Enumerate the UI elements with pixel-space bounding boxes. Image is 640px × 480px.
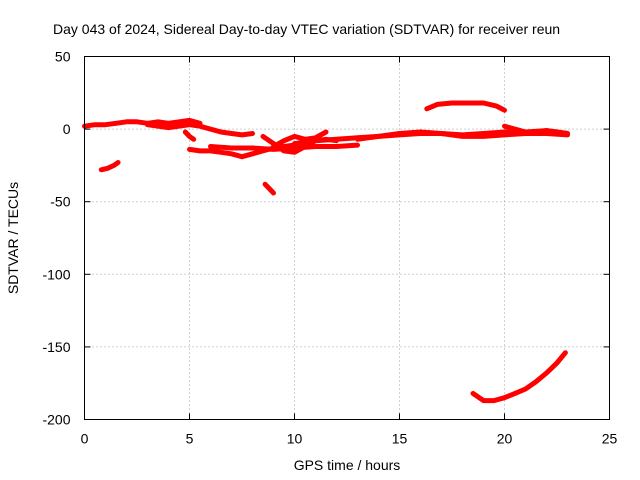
series-track-14 <box>470 350 568 404</box>
y-tick-labels: 50 0 -50 -100 -150 -200 <box>42 49 70 428</box>
plot-frame <box>84 56 610 420</box>
series-track-1 <box>82 117 203 129</box>
x-tick-label: 25 <box>602 431 618 447</box>
y-tick-label: -200 <box>42 412 70 428</box>
y-axis-label: SDTVAR / TECUs <box>5 182 21 294</box>
x-tick-label: 10 <box>287 431 303 447</box>
series-track-12 <box>502 123 570 136</box>
y-tick-label: -100 <box>42 266 70 282</box>
x-tick-label: 20 <box>497 431 513 447</box>
series-track-4 <box>182 129 197 142</box>
x-axis-label: GPS time / hours <box>294 457 401 473</box>
y-tick-label: 50 <box>55 49 71 65</box>
axis-ticks <box>84 56 610 420</box>
x-tick-label: 15 <box>392 431 408 447</box>
grid <box>84 56 610 420</box>
chart-title: Day 043 of 2024, Sidereal Day-to-day VTE… <box>53 21 560 37</box>
series-track-13 <box>424 100 507 113</box>
y-tick-label: -150 <box>42 339 70 355</box>
plot-series <box>82 100 570 404</box>
x-tick-labels: 0 5 10 15 20 25 <box>81 431 618 447</box>
y-tick-label: -50 <box>50 194 70 210</box>
series-track-9 <box>271 129 329 149</box>
series-track-3 <box>98 160 121 173</box>
series-track-2 <box>145 122 255 138</box>
x-tick-label: 5 <box>186 431 194 447</box>
series-track-7 <box>262 181 276 196</box>
y-tick-label: 0 <box>63 121 71 137</box>
x-tick-label: 0 <box>81 431 89 447</box>
